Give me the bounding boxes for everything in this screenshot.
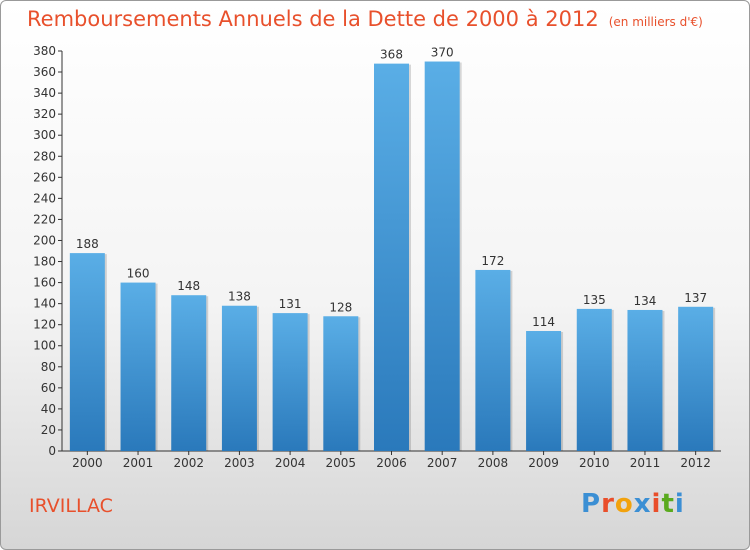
y-tick-label: 0 (48, 444, 56, 458)
commune-name: IRVILLAC (29, 495, 113, 517)
x-tick-label: 2011 (630, 456, 661, 470)
data-label: 188 (76, 237, 99, 251)
logo-letter: i (651, 489, 662, 519)
data-label: 148 (177, 279, 200, 293)
logo-letter: o (614, 489, 634, 519)
x-tick-label: 2010 (579, 456, 610, 470)
y-tick-label: 200 (33, 233, 56, 247)
bar-2004 (272, 313, 308, 451)
data-label: 368 (380, 48, 403, 62)
y-tick-label: 120 (33, 318, 56, 332)
y-tick-label: 320 (33, 107, 56, 121)
data-label: 131 (279, 297, 302, 311)
logo-letter: t (661, 489, 675, 519)
y-tick-label: 140 (33, 297, 56, 311)
title-text: Remboursements Annuels de la Dette de 20… (27, 7, 599, 31)
y-tick-label: 240 (33, 191, 56, 205)
bars: 188 160 148 138 131 128 368 370 172 114 135 134 137 (69, 46, 716, 452)
y-tick-label: 360 (33, 65, 56, 79)
bar-2003 (221, 305, 257, 451)
bar-2006 (374, 63, 409, 451)
logo-letter: r (601, 489, 615, 519)
y-tick-label: 60 (41, 381, 56, 395)
data-label: 370 (431, 46, 454, 60)
y-tick-label: 260 (33, 170, 56, 184)
unit-label: (en milliers d'€) (608, 15, 703, 29)
logo-letter: P (581, 489, 602, 519)
y-tick-label: 220 (33, 212, 56, 226)
axes: 0 20 40 60 80 100 120 140 160 180 200 220 240 260 280 3… (33, 44, 721, 470)
x-tick-label: 2009 (528, 456, 559, 470)
logo-letter: x (633, 489, 652, 519)
logo-letter: i (674, 489, 685, 519)
x-tick-label: 2004 (275, 456, 306, 470)
bar-2007 (424, 61, 460, 452)
y-tick-label: 40 (41, 402, 56, 416)
proxiti-logo: Proxiti (581, 489, 685, 519)
bar-2001 (120, 282, 156, 451)
chart-title: Remboursements Annuels de la Dette de 20… (27, 7, 703, 31)
x-tick-label: 2006 (376, 456, 407, 470)
x-tick-label: 2008 (478, 456, 509, 470)
data-label: 160 (127, 267, 150, 281)
data-label: 135 (583, 293, 606, 307)
data-label: 134 (634, 294, 657, 308)
y-tick-label: 380 (33, 44, 56, 58)
y-tick-label: 20 (41, 423, 56, 437)
x-tick-label: 2000 (72, 456, 103, 470)
x-tick-label: 2005 (326, 456, 357, 470)
x-tick-label: 2007 (427, 456, 458, 470)
bar-2009 (526, 331, 562, 451)
x-tick-label: 2012 (680, 456, 711, 470)
y-tick-label: 280 (33, 149, 56, 163)
data-label: 128 (329, 300, 352, 314)
y-tick-label: 340 (33, 86, 56, 100)
data-label: 138 (228, 290, 251, 304)
y-tick-label: 160 (33, 276, 56, 290)
data-label: 137 (684, 291, 707, 305)
bar-2008 (475, 269, 511, 451)
bar-2010 (576, 308, 612, 451)
x-tick-label: 2001 (123, 456, 154, 470)
bar-2000 (69, 253, 105, 451)
data-label: 172 (481, 254, 504, 268)
bar-2005 (323, 316, 359, 451)
x-tick-label: 2003 (224, 456, 255, 470)
y-tick-label: 80 (41, 360, 56, 374)
bar-2011 (627, 309, 663, 451)
y-tick-label: 300 (33, 128, 56, 142)
data-label: 114 (532, 315, 555, 329)
y-tick-label: 100 (33, 339, 56, 353)
bar-2002 (171, 295, 207, 451)
bar-2012 (678, 306, 714, 451)
x-tick-label: 2002 (173, 456, 204, 470)
y-tick-label: 180 (33, 255, 56, 269)
